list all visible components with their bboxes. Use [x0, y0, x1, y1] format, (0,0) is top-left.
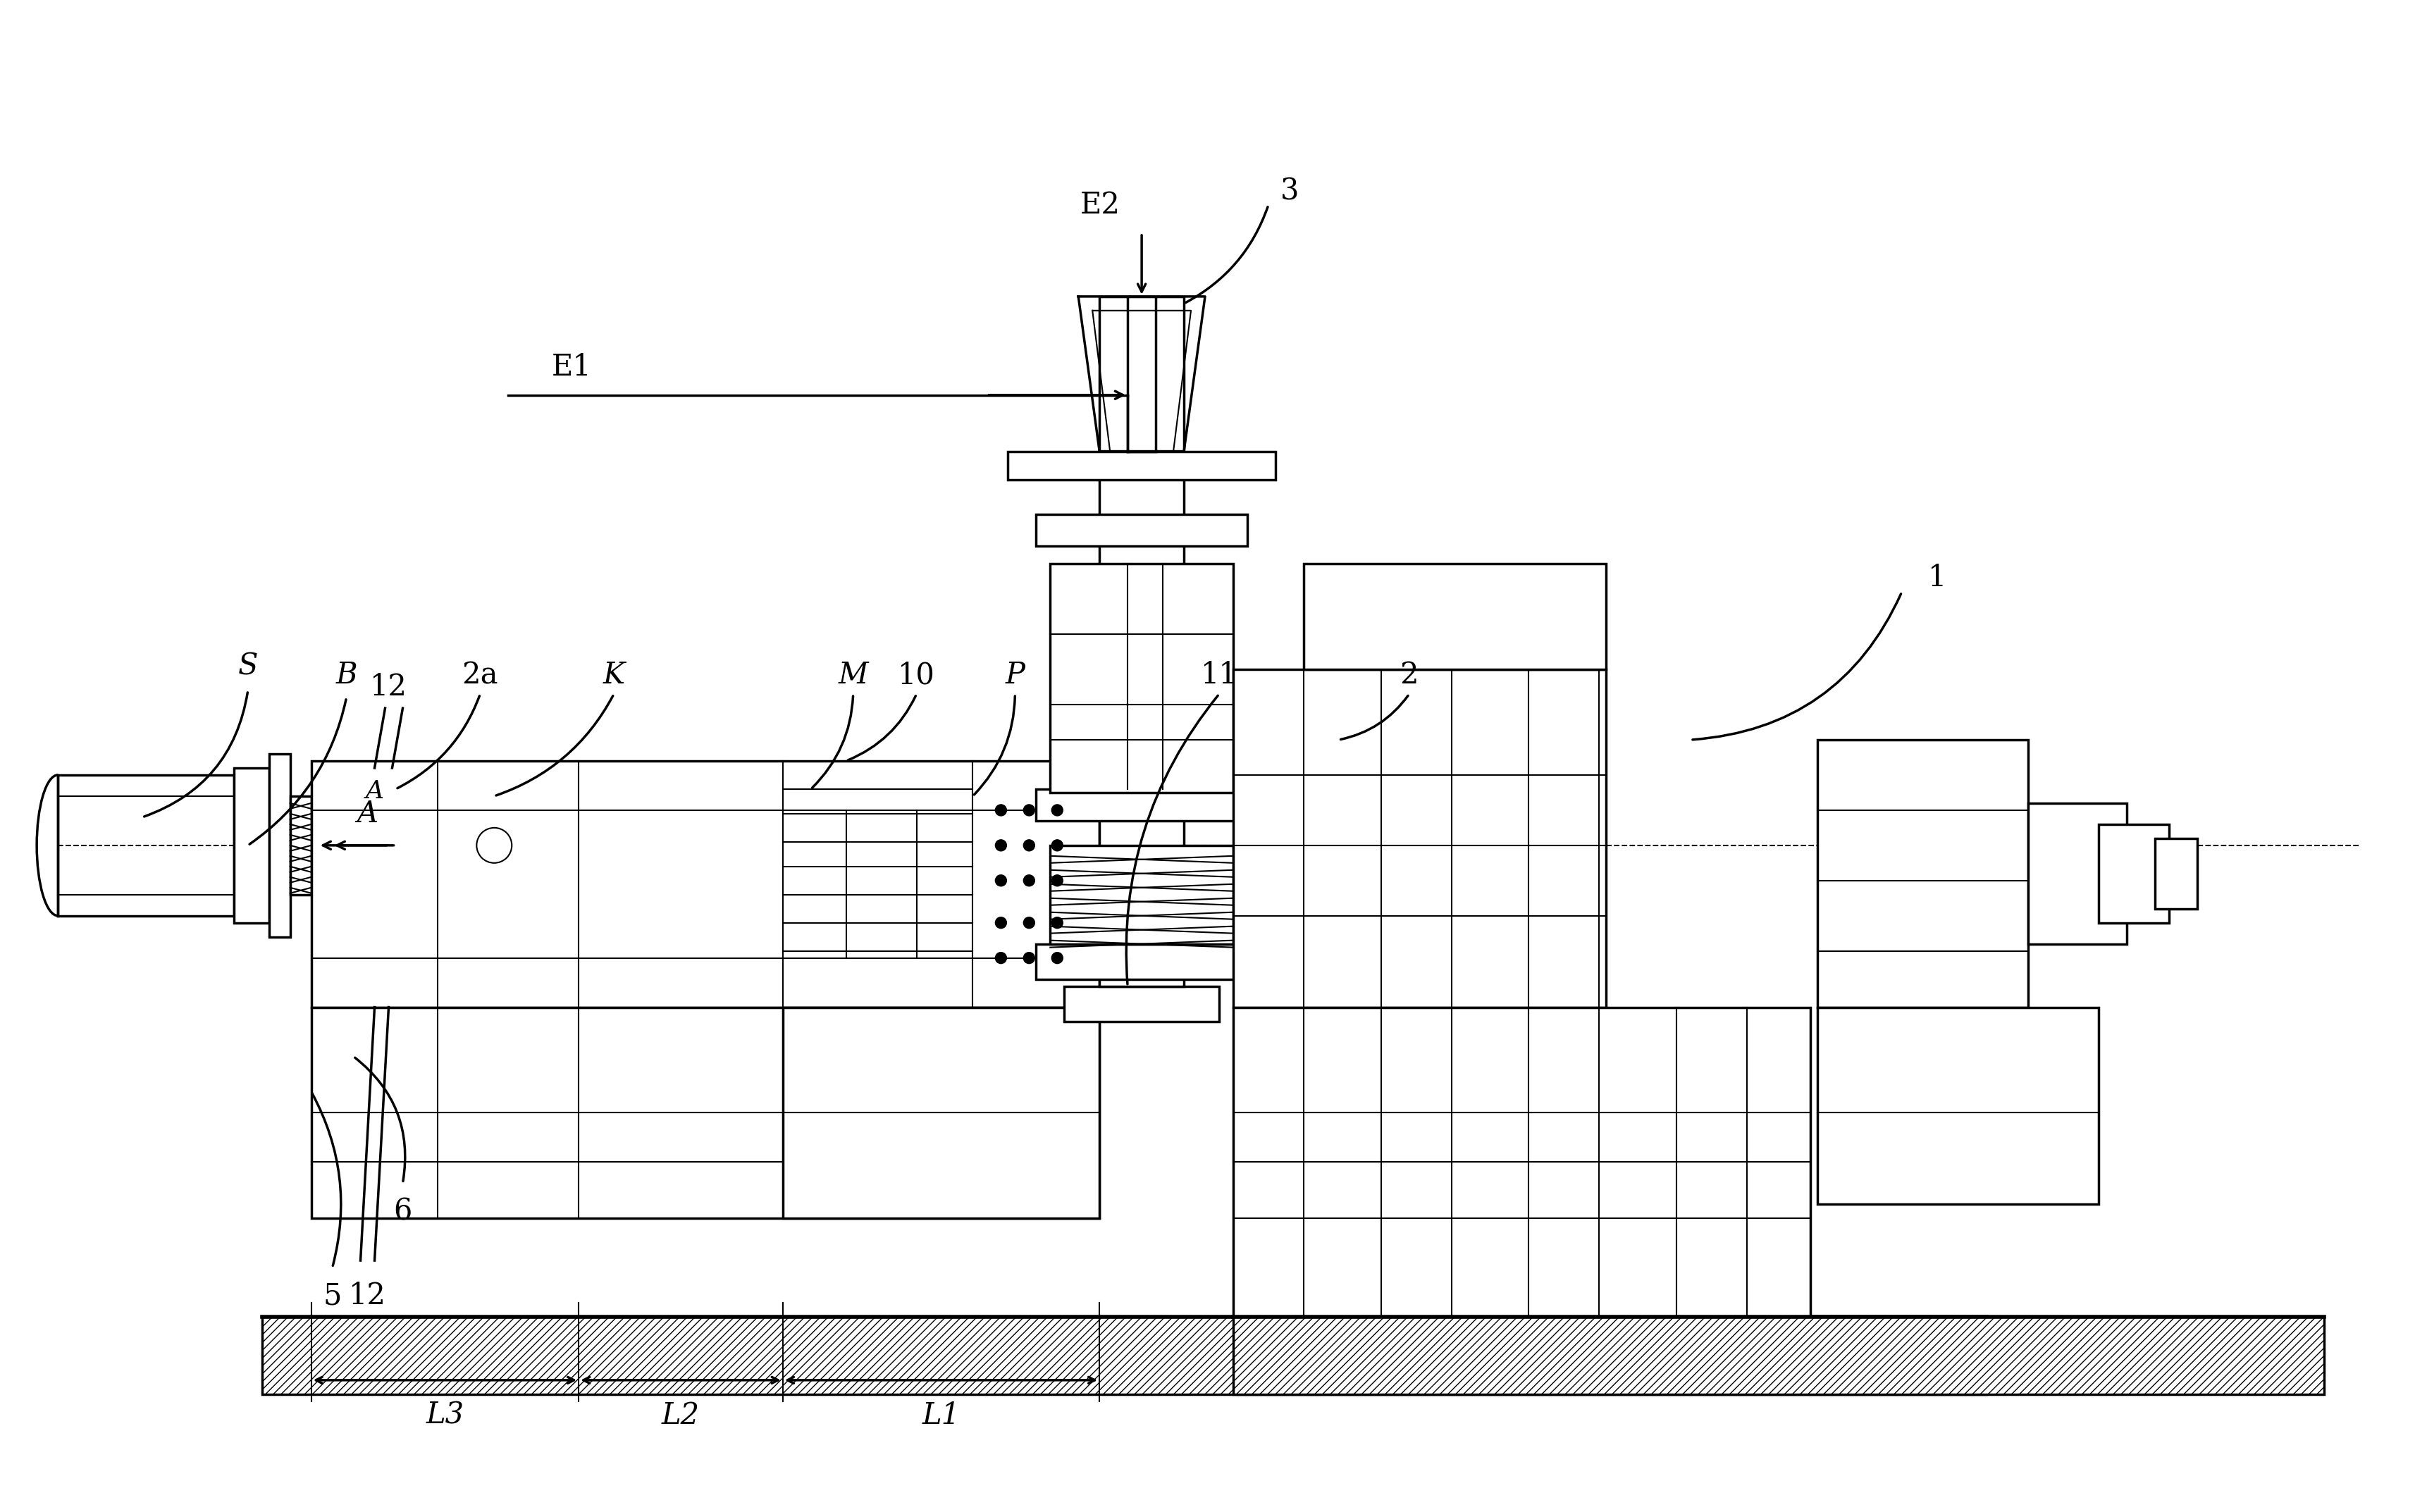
Bar — [1234, 1007, 1811, 1317]
Bar — [782, 1007, 1099, 1219]
Bar — [1051, 564, 1234, 792]
Text: P: P — [1005, 661, 1024, 689]
Text: E2: E2 — [1080, 191, 1121, 219]
Text: 2: 2 — [1401, 661, 1418, 689]
Text: 6: 6 — [394, 1196, 413, 1226]
Bar — [1051, 845, 1234, 943]
Bar — [58, 776, 234, 916]
Bar — [268, 754, 290, 937]
Circle shape — [995, 804, 1007, 816]
Bar — [1036, 943, 1246, 980]
Circle shape — [995, 953, 1007, 963]
Circle shape — [1024, 875, 1034, 886]
Bar — [1234, 1317, 2323, 1394]
Bar — [261, 1317, 1985, 1394]
Circle shape — [1051, 804, 1063, 816]
Text: A: A — [365, 779, 384, 803]
Bar — [1304, 564, 1606, 670]
Bar — [1036, 514, 1246, 546]
Text: 2a: 2a — [461, 661, 497, 689]
Text: 3: 3 — [1280, 177, 1299, 206]
Circle shape — [1024, 839, 1034, 851]
Bar — [1065, 986, 1220, 1021]
Circle shape — [995, 839, 1007, 851]
Text: L3: L3 — [425, 1400, 464, 1430]
Text: 1: 1 — [1927, 562, 1946, 593]
Bar — [1036, 789, 1246, 821]
Circle shape — [1051, 953, 1063, 963]
Circle shape — [1051, 839, 1063, 851]
Text: L2: L2 — [662, 1400, 700, 1430]
Text: 11: 11 — [1200, 661, 1239, 689]
Text: 12: 12 — [369, 673, 408, 702]
Bar — [1007, 451, 1275, 479]
Circle shape — [995, 875, 1007, 886]
Circle shape — [995, 918, 1007, 928]
Bar — [312, 761, 1099, 1007]
Circle shape — [1051, 875, 1063, 886]
Bar — [1818, 1007, 2099, 1204]
Text: L1: L1 — [923, 1400, 961, 1430]
Text: 12: 12 — [348, 1281, 386, 1311]
Bar — [290, 797, 312, 895]
Text: B: B — [336, 661, 357, 689]
Text: E1: E1 — [551, 352, 592, 381]
Text: M: M — [838, 661, 867, 689]
Text: A: A — [357, 798, 379, 829]
Circle shape — [1024, 804, 1034, 816]
Bar — [1128, 296, 1157, 451]
Bar — [1818, 739, 2029, 1007]
Circle shape — [1024, 918, 1034, 928]
Bar — [2099, 824, 2169, 922]
Bar — [1099, 296, 1183, 986]
Text: K: K — [604, 661, 625, 689]
Bar — [312, 1007, 1099, 1219]
Text: 5: 5 — [324, 1281, 341, 1311]
Bar — [1234, 670, 1606, 1007]
Text: 10: 10 — [898, 661, 935, 689]
Bar — [234, 768, 268, 922]
Circle shape — [1051, 918, 1063, 928]
Circle shape — [1024, 953, 1034, 963]
Text: S: S — [237, 652, 258, 680]
Bar — [2154, 838, 2198, 909]
Bar — [2029, 803, 2128, 943]
